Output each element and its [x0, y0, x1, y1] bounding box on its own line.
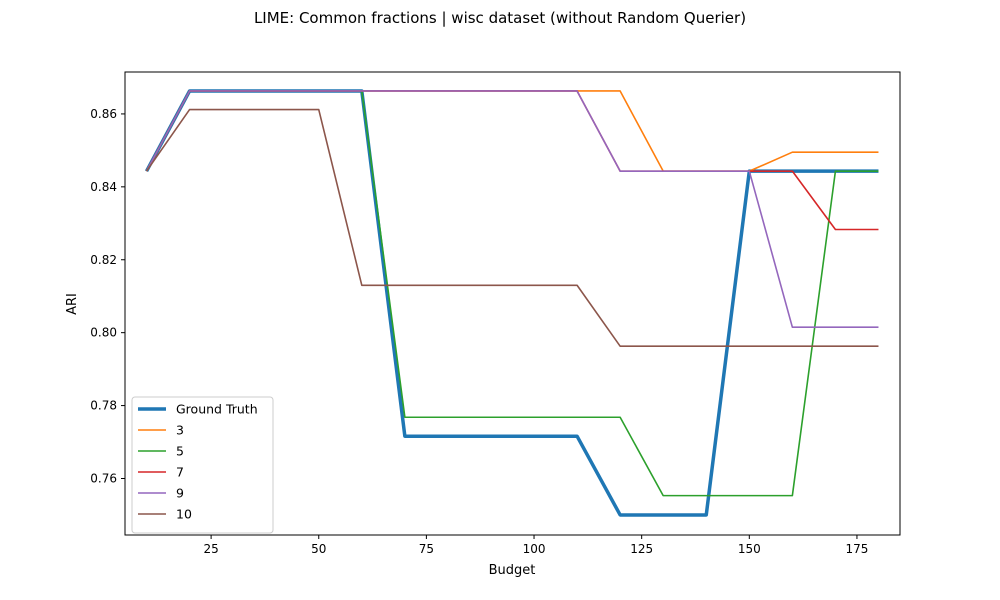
x-tick-label: 125	[630, 542, 653, 556]
y-tick-label: 0.76	[90, 471, 117, 485]
plot-area	[144, 89, 879, 517]
legend-label-5: 10	[176, 507, 192, 522]
legend-box	[131, 396, 274, 534]
axis-ticks: 25 50 75 100 125 150 1750.760.780.800.820.840.…	[90, 107, 868, 556]
y-tick-label: 0.84	[90, 180, 117, 194]
y-axis-label: ARI	[65, 293, 80, 315]
chart-title: LIME: Common fractions | wisc dataset (w…	[254, 9, 746, 27]
series-line-5	[145, 108, 879, 347]
legend-label-1: 3	[176, 423, 184, 438]
legend-label-2: 5	[176, 444, 184, 459]
x-tick-label: 25	[203, 542, 218, 556]
legend: Ground Truth 3 5 7 9 10	[131, 396, 274, 534]
y-tick-label: 0.82	[90, 253, 117, 267]
series-line-4	[145, 90, 879, 329]
x-axis-label: Budget	[489, 563, 536, 578]
y-tick-label: 0.78	[90, 399, 117, 413]
x-tick-label: 100	[523, 542, 546, 556]
axes-frame	[124, 71, 901, 536]
legend-label-0: Ground Truth	[176, 402, 258, 417]
x-tick-label: 150	[738, 542, 761, 556]
series-line-3	[145, 90, 879, 231]
legend-label-3: 7	[176, 465, 184, 480]
x-tick-label: 175	[845, 542, 868, 556]
x-tick-label: 75	[419, 542, 434, 556]
legend-label-4: 9	[176, 486, 184, 501]
series-line-1	[145, 90, 879, 172]
y-tick-label: 0.86	[90, 107, 117, 121]
x-tick-label: 50	[311, 542, 326, 556]
y-tick-label: 0.80	[90, 326, 117, 340]
